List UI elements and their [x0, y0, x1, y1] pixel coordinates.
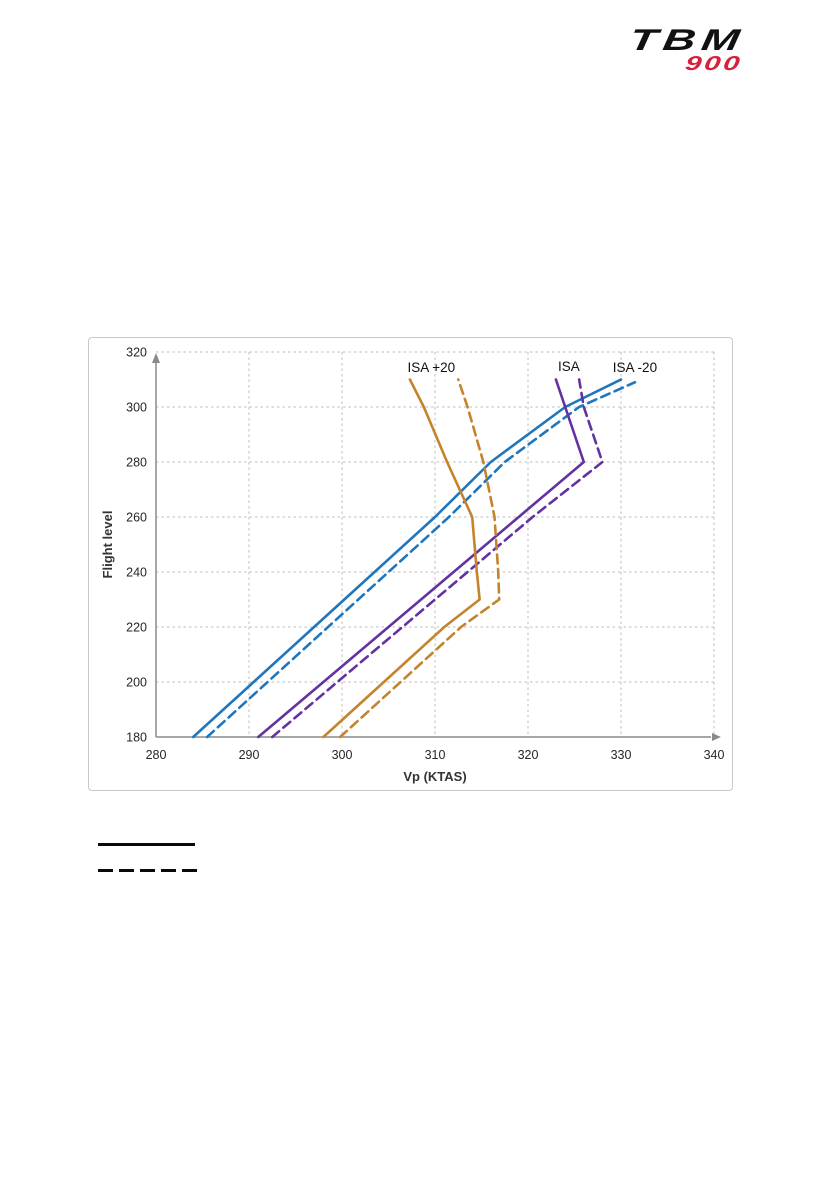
x-axis-arrowhead — [712, 733, 721, 741]
legend-dashed-line-symbol — [98, 868, 197, 872]
y-tick-label: 240 — [126, 566, 147, 580]
logo-brand-text: TBM — [627, 24, 748, 57]
series-isa-plus20-solid — [322, 378, 481, 739]
curve-label: ISA -20 — [613, 360, 657, 375]
x-tick-label: 330 — [611, 748, 632, 762]
curve-label: ISA — [558, 359, 580, 374]
y-tick-label: 220 — [126, 621, 147, 635]
y-tick-label: 200 — [126, 676, 147, 690]
y-axis-arrowhead — [152, 353, 160, 363]
tbm-900-logo: TBM 900 — [627, 24, 748, 75]
legend — [98, 843, 198, 872]
series-isa-dashed — [270, 378, 604, 739]
legend-solid-line-symbol — [98, 843, 195, 846]
series-isa-solid — [257, 378, 586, 739]
x-tick-label: 280 — [146, 748, 167, 762]
x-tick-label: 310 — [425, 748, 446, 762]
series-isa--20-dashed — [205, 380, 637, 739]
x-tick-label: 320 — [518, 748, 539, 762]
x-tick-label: 340 — [704, 748, 725, 762]
curve-label: ISA +20 — [407, 360, 455, 375]
cruise-speed-chart-figure: 280 290 300 310 320 330 340 180 200 220 240 260 280 3… — [88, 337, 733, 791]
y-tick-label: 180 — [126, 731, 147, 745]
series-isa-plus20-dashed — [338, 378, 501, 739]
chart-svg: 280 290 300 310 320 330 340 180 200 220 240 260 280 3… — [100, 346, 725, 785]
y-tick-label: 260 — [126, 511, 147, 525]
y-tick-label: 280 — [126, 456, 147, 470]
x-tick-label: 300 — [332, 748, 353, 762]
y-tick-label: 300 — [126, 401, 147, 415]
logo-model-text: 900 — [683, 53, 744, 75]
x-axis-title: Vp (KTAS) — [403, 769, 466, 784]
series-isa--20-solid — [191, 378, 623, 739]
y-axis-title: Flight level — [100, 511, 115, 579]
y-tick-label: 320 — [126, 346, 147, 360]
x-tick-label: 290 — [239, 748, 260, 762]
